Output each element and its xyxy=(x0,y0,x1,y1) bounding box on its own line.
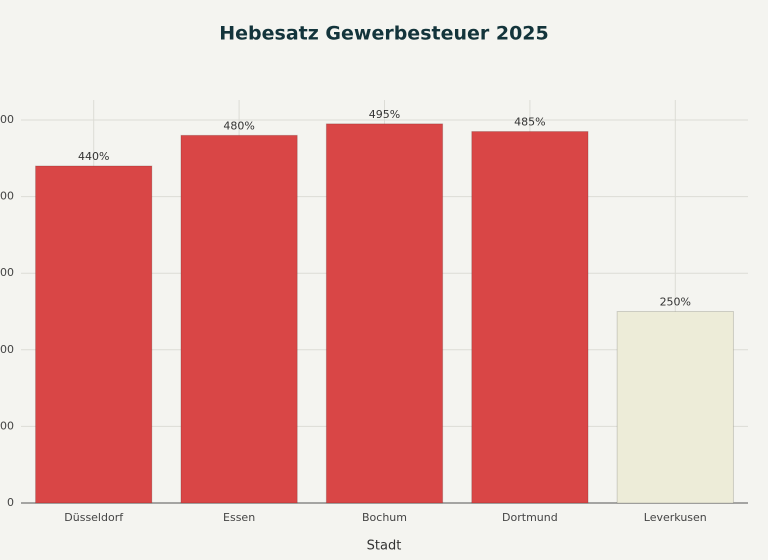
value-label: 485% xyxy=(514,115,545,128)
x-tick-label: Leverkusen xyxy=(644,511,707,524)
x-tick-label: Essen xyxy=(223,511,255,524)
y-tick-label: 0 xyxy=(7,496,14,509)
y-tick-label: 100 xyxy=(0,419,14,432)
bar xyxy=(35,165,153,504)
y-tick-label: 300 xyxy=(0,266,14,279)
x-axis-title: Stadt xyxy=(367,539,402,554)
x-tick-label: Bochum xyxy=(362,511,407,524)
y-tick-label: 200 xyxy=(0,343,14,356)
y-tick-label: 400 xyxy=(0,190,14,203)
value-label: 480% xyxy=(223,119,254,132)
bar xyxy=(471,130,589,504)
value-label: 440% xyxy=(78,150,109,163)
value-label: 495% xyxy=(369,108,400,121)
bar xyxy=(180,134,298,504)
bar xyxy=(616,311,734,504)
x-tick-label: Dortmund xyxy=(502,511,558,524)
y-tick-label: 500 xyxy=(0,113,14,126)
bar xyxy=(325,123,444,504)
x-tick-label: Düsseldorf xyxy=(64,511,124,524)
chart-title: Hebesatz Gewerbesteuer 2025 xyxy=(219,23,549,45)
value-label: 250% xyxy=(660,296,691,309)
